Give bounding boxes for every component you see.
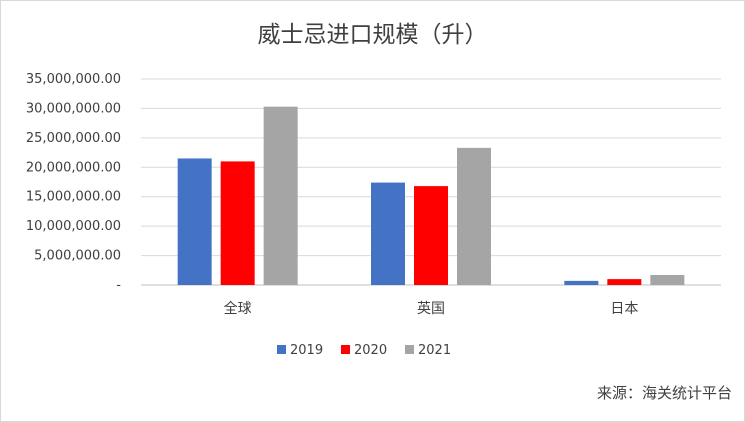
y-tick-label: 25,000,000.00 [26, 131, 121, 146]
x-category-label: 英国 [417, 300, 445, 317]
legend-label: 2019 [290, 343, 323, 358]
legend-swatch [341, 345, 350, 354]
y-tick-label: 35,000,000.00 [26, 72, 121, 87]
x-category-label: 全球 [224, 300, 252, 317]
x-category-label: 日本 [610, 301, 638, 317]
bar-2020 [414, 186, 448, 285]
chart-title: 威士忌进口规模（升） [257, 22, 488, 48]
y-tick-label: 20,000,000.00 [26, 160, 121, 175]
bar-2019 [564, 280, 599, 285]
legend-swatch [405, 345, 414, 354]
bar-2020 [220, 161, 255, 285]
legend-label: 2021 [418, 343, 451, 358]
bar-2019 [371, 182, 405, 285]
y-tick-label: 5,000,000.00 [34, 249, 121, 264]
y-tick-label: 10,000,000.00 [26, 219, 121, 234]
y-tick-label: 15,000,000.00 [26, 190, 121, 205]
bar-2019 [177, 158, 212, 285]
bar-2021 [457, 147, 491, 285]
y-tick-label: - [116, 278, 121, 293]
bar-2021 [650, 274, 685, 285]
legend-swatch [277, 345, 286, 354]
bar-2021 [263, 106, 298, 285]
source-note: 来源：海关统计平台 [596, 384, 732, 402]
y-tick-label: 30,000,000.00 [26, 101, 121, 116]
legend-label: 2020 [354, 343, 387, 358]
bar-2020 [607, 279, 642, 285]
